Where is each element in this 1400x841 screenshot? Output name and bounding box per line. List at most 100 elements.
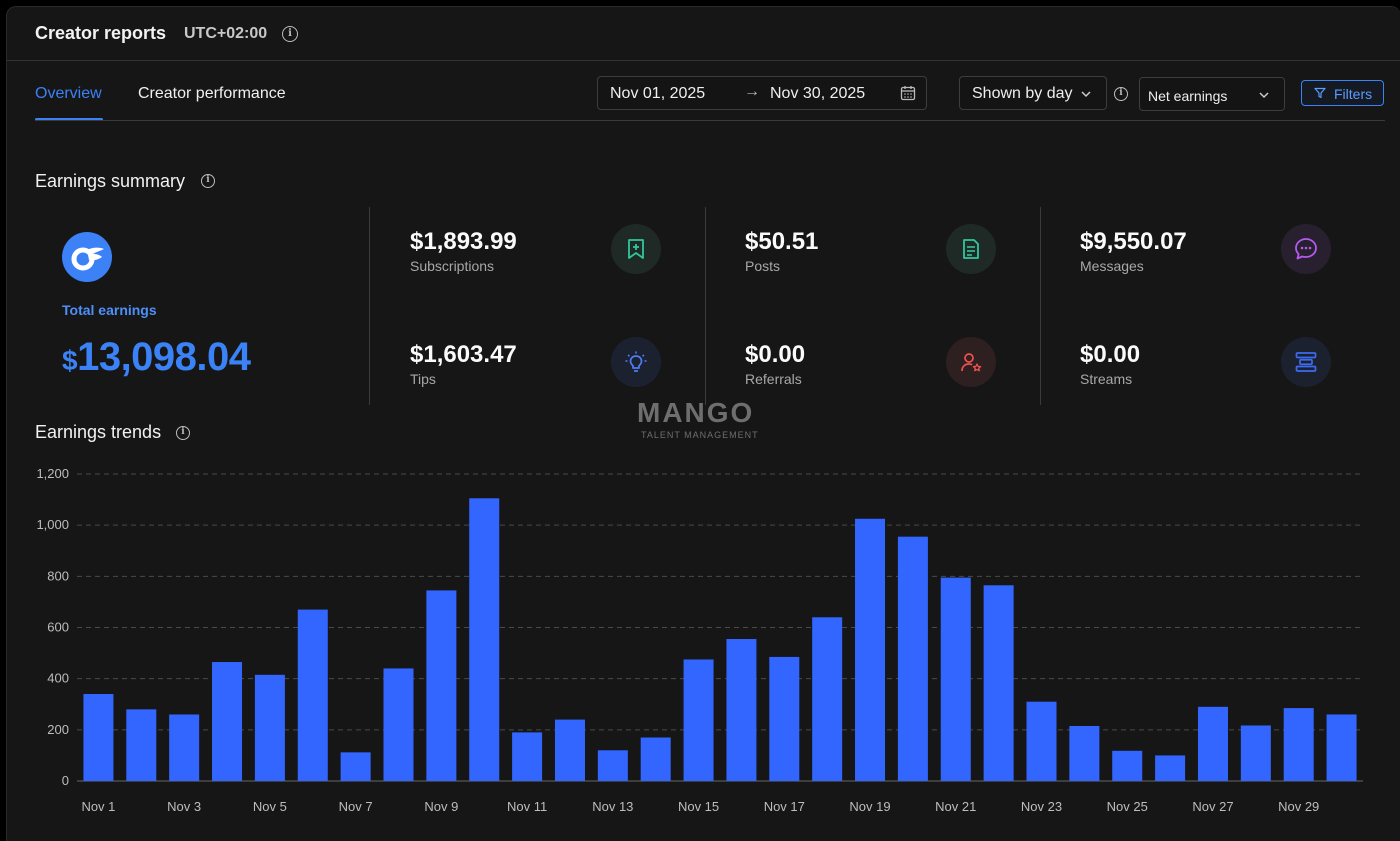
x-tick-label: Nov 7 bbox=[339, 799, 373, 814]
chart-bar bbox=[512, 732, 543, 781]
calendar-icon[interactable] bbox=[900, 85, 916, 101]
total-earnings-currency: $ bbox=[62, 345, 78, 376]
referrals-value: $0.00 bbox=[745, 341, 806, 368]
bookmark-plus-icon bbox=[628, 239, 644, 259]
granularity-value: Shown by day bbox=[972, 85, 1073, 102]
date-range-arrow-icon: → bbox=[744, 83, 760, 100]
x-tick-label: Nov 21 bbox=[935, 799, 976, 814]
chart-bar bbox=[383, 668, 414, 781]
x-tick-label: Nov 29 bbox=[1278, 799, 1319, 814]
chart-bar bbox=[983, 585, 1014, 781]
granularity-select[interactable]: Shown by day bbox=[959, 76, 1107, 110]
total-earnings-label: Total earnings bbox=[62, 302, 157, 318]
y-tick-label: 400 bbox=[47, 671, 69, 686]
timezone-label: UTC+02:00 bbox=[184, 25, 268, 42]
chart-bar bbox=[169, 714, 200, 781]
total-earnings-value: $13,098.04 bbox=[62, 335, 251, 380]
chart-bar bbox=[1155, 755, 1186, 781]
earnings-trends-chart: 0 200 400 600 800 1,000 1,200 Nov 1 Nov 3 Nov 5 No… bbox=[36, 466, 1363, 814]
chart-bar bbox=[640, 737, 671, 781]
x-tick-label: Nov 19 bbox=[849, 799, 890, 814]
stream-bars-icon bbox=[1295, 352, 1317, 372]
chart-bar bbox=[940, 577, 971, 781]
x-tick-label: Nov 25 bbox=[1107, 799, 1148, 814]
chart-bar bbox=[126, 709, 157, 781]
chart-bar bbox=[1326, 714, 1357, 781]
date-range-picker[interactable]: Nov 01, 2025 → Nov 30, 2025 bbox=[597, 76, 927, 110]
chart-bar bbox=[1197, 706, 1228, 781]
streams-value: $0.00 bbox=[1080, 341, 1141, 368]
chart-bar bbox=[1240, 725, 1271, 781]
lightbulb-icon bbox=[625, 351, 647, 372]
y-tick-label: 800 bbox=[47, 568, 69, 583]
x-tick-label: Nov 11 bbox=[507, 799, 547, 814]
streams-label: Streams bbox=[1080, 371, 1133, 387]
filters-button[interactable]: Filters bbox=[1301, 80, 1384, 106]
x-tick-label: Nov 15 bbox=[678, 799, 719, 814]
chart-bar bbox=[812, 617, 843, 781]
chart-bar bbox=[426, 590, 457, 781]
y-tick-label: 600 bbox=[47, 620, 69, 635]
tab-overview[interactable]: Overview bbox=[35, 85, 102, 102]
chart-bar bbox=[83, 694, 114, 781]
active-tab-indicator bbox=[35, 118, 103, 121]
x-tick-label: Nov 1 bbox=[81, 799, 115, 814]
messages-value: $9,550.07 bbox=[1080, 228, 1187, 255]
chevron-down-icon bbox=[1081, 91, 1091, 98]
chart-bar bbox=[1283, 708, 1314, 781]
earnings-summary-info-icon[interactable]: i bbox=[201, 174, 215, 188]
referrals-icon-badge bbox=[946, 337, 996, 387]
earnings-trends-info-icon[interactable]: i bbox=[176, 426, 190, 440]
x-tick-label: Nov 13 bbox=[592, 799, 633, 814]
x-tick-label: Nov 9 bbox=[424, 799, 458, 814]
date-end[interactable]: Nov 30, 2025 bbox=[770, 85, 866, 102]
chart-bar bbox=[897, 536, 928, 781]
date-start[interactable]: Nov 01, 2025 bbox=[610, 85, 706, 102]
chart-bar bbox=[1069, 725, 1100, 781]
chart-bar bbox=[683, 659, 714, 781]
metric-select[interactable]: Net earnings bbox=[1139, 77, 1285, 111]
messages-icon-badge bbox=[1281, 224, 1331, 274]
posts-icon-badge bbox=[946, 224, 996, 274]
chart-bar bbox=[769, 656, 800, 781]
document-icon bbox=[963, 239, 979, 259]
reports-panel: Creator reports UTC+02:00 i Overview Cre… bbox=[6, 6, 1400, 841]
y-tick-label: 1,200 bbox=[36, 466, 69, 481]
chart-bar bbox=[1026, 701, 1057, 781]
x-tick-label: Nov 5 bbox=[253, 799, 287, 814]
posts-label: Posts bbox=[745, 258, 781, 274]
y-tick-label: 200 bbox=[47, 722, 69, 737]
filters-label: Filters bbox=[1334, 86, 1373, 102]
granularity-info-icon[interactable]: i bbox=[1114, 87, 1128, 101]
timezone-info-icon[interactable]: i bbox=[282, 26, 298, 42]
x-tick-label: Nov 23 bbox=[1021, 799, 1062, 814]
summary-divider bbox=[705, 207, 706, 405]
chart-bar bbox=[340, 752, 371, 781]
tips-label: Tips bbox=[410, 371, 436, 387]
user-star-icon bbox=[961, 353, 982, 372]
referrals-label: Referrals bbox=[745, 371, 802, 387]
chat-bubble-icon bbox=[1295, 238, 1317, 260]
chart-bar bbox=[297, 609, 328, 781]
subscriptions-value: $1,893.99 bbox=[410, 228, 517, 255]
x-tick-label: Nov 17 bbox=[764, 799, 805, 814]
subscriptions-icon-badge bbox=[611, 224, 661, 274]
posts-value: $50.51 bbox=[745, 228, 819, 255]
platform-logo bbox=[62, 232, 112, 282]
x-tick-label: Nov 27 bbox=[1192, 799, 1233, 814]
chart-bar bbox=[469, 498, 500, 781]
messages-label: Messages bbox=[1080, 258, 1144, 274]
chart-bar bbox=[855, 518, 886, 781]
earnings-summary-title: Earnings summary bbox=[35, 171, 186, 191]
tab-creator-performance[interactable]: Creator performance bbox=[138, 85, 286, 102]
chart-bar bbox=[212, 662, 243, 781]
chart-bar bbox=[554, 719, 585, 781]
total-earnings-amount: 13,098.04 bbox=[77, 335, 251, 379]
filter-funnel-icon bbox=[1314, 87, 1326, 99]
tips-value: $1,603.47 bbox=[410, 341, 517, 368]
summary-divider bbox=[369, 207, 370, 405]
subscriptions-label: Subscriptions bbox=[410, 258, 495, 274]
y-tick-label: 0 bbox=[62, 773, 69, 788]
x-tick-label: Nov 3 bbox=[167, 799, 201, 814]
earnings-trends-title: Earnings trends bbox=[35, 422, 162, 442]
